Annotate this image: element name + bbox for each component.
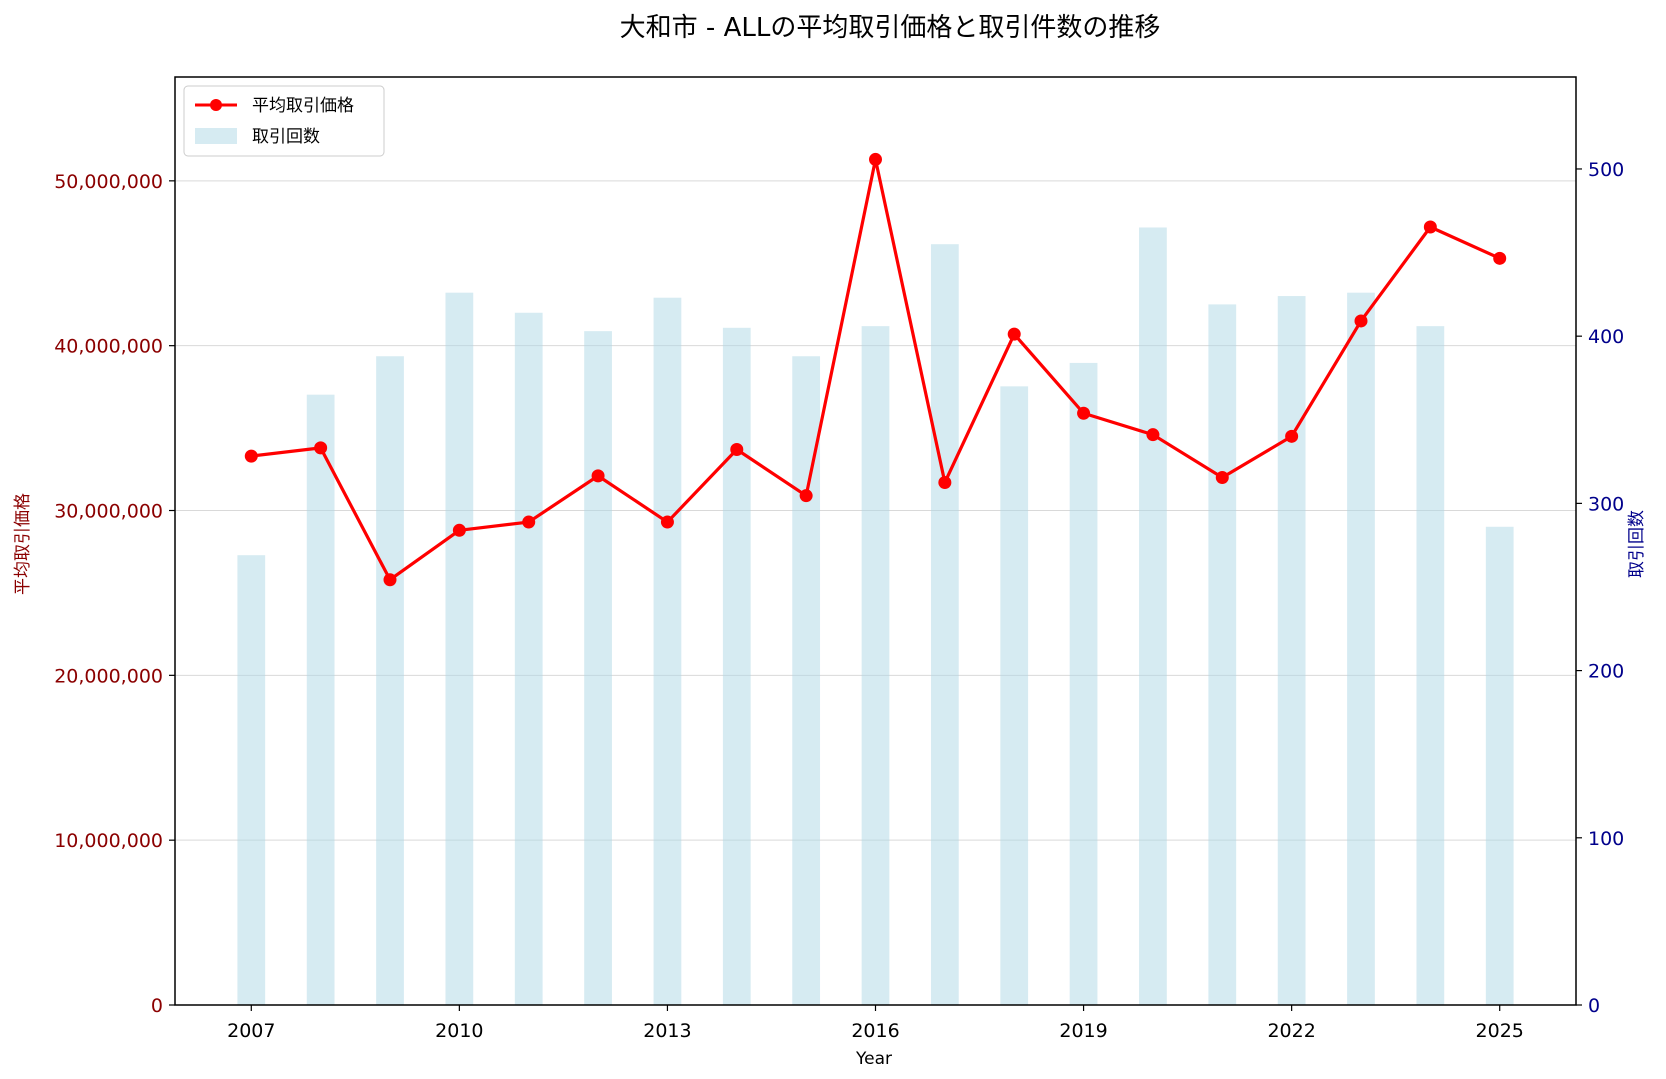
bar-2011 [514,312,543,1005]
right-tick-label-5: 500 [1588,159,1624,181]
right-tick-label-1: 100 [1588,828,1624,850]
left-tick-label-5: 50,000,000 [54,171,163,193]
left-tick-label-1: 10,000,000 [54,830,163,852]
bar-2018 [1000,386,1029,1005]
point-2013 [660,515,674,529]
bar-2014 [722,327,751,1006]
point-2015 [799,489,813,503]
left-tick-label-0: 0 [151,995,163,1017]
point-2012 [591,469,605,483]
point-2019 [1077,406,1091,420]
x-tick-label-6: 2025 [1476,1020,1524,1042]
bar-2015 [792,356,821,1005]
bar-2012 [584,331,612,1005]
point-2024 [1423,220,1437,234]
x-tick-label-1: 2010 [435,1020,483,1042]
x-tick-label-4: 2019 [1059,1020,1107,1042]
point-2021 [1215,471,1229,485]
x-tick-label-3: 2016 [851,1020,899,1042]
bar-2007 [237,555,266,1005]
y-axis-right-label: 取引回数 [1627,510,1647,578]
x-tick-label-5: 2022 [1267,1020,1315,1042]
right-tick-label-0: 0 [1588,995,1600,1017]
legend-bar-swatch [195,128,237,144]
point-2022 [1285,429,1299,443]
x-axis: 2007 2010 2013 2016 2019 2022 2025 [227,1005,1524,1042]
point-2009 [383,573,397,587]
point-2023 [1354,314,1368,328]
bar-2022 [1277,296,1306,1005]
bar-series-count [237,227,1514,1006]
x-tick-label-0: 2007 [227,1020,275,1042]
left-axis: 0 10,000,000 20,000,000 30,000,000 40,000,00… [54,171,175,1017]
left-tick-label-2: 20,000,000 [54,665,163,687]
point-2010 [452,523,466,537]
legend-label-price: 平均取引価格 [252,96,354,116]
point-2008 [314,441,328,455]
left-tick-label-4: 40,000,000 [54,336,163,358]
legend-line-marker [210,99,222,111]
point-2018 [1007,327,1021,341]
y-axis-left-label: 平均取引価格 [13,493,33,595]
point-2007 [244,449,258,463]
legend-label-count: 取引回数 [252,127,320,147]
point-2020 [1146,428,1160,442]
bar-2013 [653,297,682,1005]
bar-2016 [861,326,890,1005]
point-2017 [938,475,952,489]
left-tick-label-3: 30,000,000 [54,501,163,523]
bar-2025 [1485,526,1514,1005]
bar-2017 [930,244,959,1005]
point-2016 [869,152,882,166]
point-2014 [730,443,744,457]
bar-2019 [1069,362,1098,1005]
bar-2024 [1416,326,1445,1005]
legend: 平均取引価格 取引回数 [183,85,385,157]
line-series-price [244,152,1507,587]
right-tick-label-2: 200 [1588,661,1624,683]
bar-2008 [306,394,335,1005]
x-tick-label-2: 2013 [643,1020,691,1042]
point-2025 [1493,251,1507,265]
right-tick-label-4: 400 [1588,326,1624,348]
point-2011 [522,515,536,529]
bar-2010 [445,292,474,1006]
right-tick-label-3: 300 [1588,493,1624,515]
x-axis-label: Year [855,1049,892,1069]
bar-2020 [1139,227,1167,1006]
chart-title: 大和市 - ALLの平均取引価格と取引件数の推移 [620,13,1161,43]
right-axis: 0 100 200 300 400 500 [1576,159,1624,1017]
bar-2023 [1347,292,1375,1006]
bar-2009 [376,356,404,1005]
bar-2021 [1208,304,1237,1005]
